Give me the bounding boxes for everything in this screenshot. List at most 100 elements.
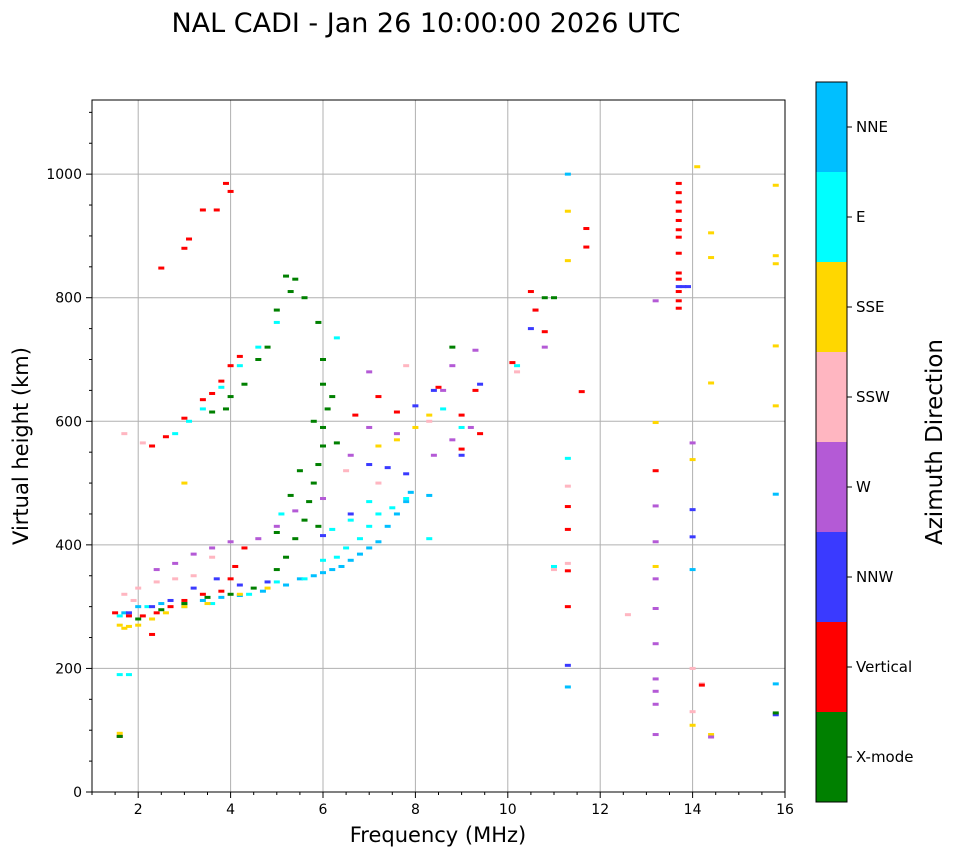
data-point [393, 432, 400, 436]
data-point [403, 500, 410, 504]
data-point [675, 285, 682, 289]
data-point [551, 568, 557, 572]
data-point [675, 235, 682, 239]
data-point [708, 733, 715, 737]
data-point [449, 438, 456, 442]
x-axis-ticks: 2 4 6 8 10 12 14 16 [91, 792, 794, 818]
data-point [255, 358, 262, 361]
data-point [209, 555, 216, 559]
data-point [116, 673, 123, 677]
data-point [199, 407, 206, 411]
data-point [338, 564, 345, 568]
data-point [375, 444, 382, 448]
data-point [199, 398, 206, 402]
data-point [689, 535, 696, 539]
data-point [698, 683, 705, 687]
data-point [393, 438, 400, 442]
x-tick-label: 4 [226, 802, 235, 818]
data-point [472, 388, 479, 392]
data-point [227, 395, 234, 399]
data-point [292, 537, 299, 541]
data-point [564, 605, 571, 609]
data-point [403, 364, 410, 368]
data-point [652, 606, 659, 610]
data-point [121, 432, 128, 436]
data-point [458, 453, 465, 457]
data-point [320, 534, 326, 538]
data-point [172, 432, 179, 436]
data-point [259, 589, 266, 593]
data-point [412, 404, 419, 408]
data-point [315, 524, 322, 528]
data-point [551, 564, 557, 568]
data-point [675, 191, 682, 195]
y-axis-label: Virtual height (km) [9, 347, 33, 545]
data-point [652, 421, 659, 425]
data-point [694, 165, 701, 169]
data-point [772, 711, 779, 715]
data-point [509, 361, 516, 365]
data-point [389, 506, 396, 510]
data-point [158, 608, 165, 612]
data-point [564, 456, 571, 460]
x-axis-label: Frequency (MHz) [350, 823, 526, 847]
data-point [278, 512, 285, 516]
data-point [172, 561, 179, 565]
data-point [116, 734, 123, 738]
data-point [366, 546, 373, 550]
data-point [652, 564, 659, 568]
data-point [320, 558, 326, 562]
data-point [130, 598, 137, 602]
data-point [204, 595, 211, 599]
data-point [273, 531, 280, 534]
data-point [477, 432, 484, 436]
data-point [652, 733, 659, 737]
data-point [347, 558, 354, 562]
data-point [366, 425, 373, 429]
data-point [564, 569, 571, 573]
data-point [384, 466, 391, 470]
data-point [222, 407, 229, 411]
colorbar-label: E [856, 208, 865, 226]
data-point [264, 586, 271, 590]
data-point [527, 290, 534, 294]
data-point [167, 605, 174, 609]
y-axis-ticks: 0 200 400 600 800 1000 [46, 111, 92, 801]
data-point [149, 632, 156, 636]
data-point [366, 500, 373, 504]
data-point [426, 419, 433, 423]
data-point [583, 227, 590, 231]
data-point [347, 518, 354, 522]
data-point [407, 490, 414, 494]
data-point [347, 453, 354, 457]
data-point [393, 512, 400, 516]
data-point [158, 266, 165, 270]
data-point [689, 458, 696, 462]
data-point [227, 592, 234, 596]
data-point [186, 237, 193, 241]
colorbar-swatch-nne [816, 82, 847, 172]
data-point [532, 308, 539, 312]
data-point [366, 524, 373, 528]
data-point [541, 296, 548, 300]
data-point [430, 388, 437, 392]
data-point [213, 577, 220, 581]
data-point [403, 497, 410, 501]
data-point [343, 546, 350, 550]
data-point [356, 552, 363, 556]
data-point [181, 605, 188, 609]
y-tick-label: 600 [55, 414, 82, 430]
data-point [246, 592, 253, 596]
data-point [172, 577, 179, 581]
data-point [181, 416, 188, 420]
data-point [149, 605, 156, 609]
data-point [296, 577, 303, 581]
data-point [772, 404, 779, 408]
data-point [689, 568, 696, 572]
data-point [209, 391, 216, 395]
data-point [181, 246, 188, 250]
data-point [144, 605, 151, 609]
data-point [652, 577, 659, 581]
plot-area [92, 100, 785, 792]
